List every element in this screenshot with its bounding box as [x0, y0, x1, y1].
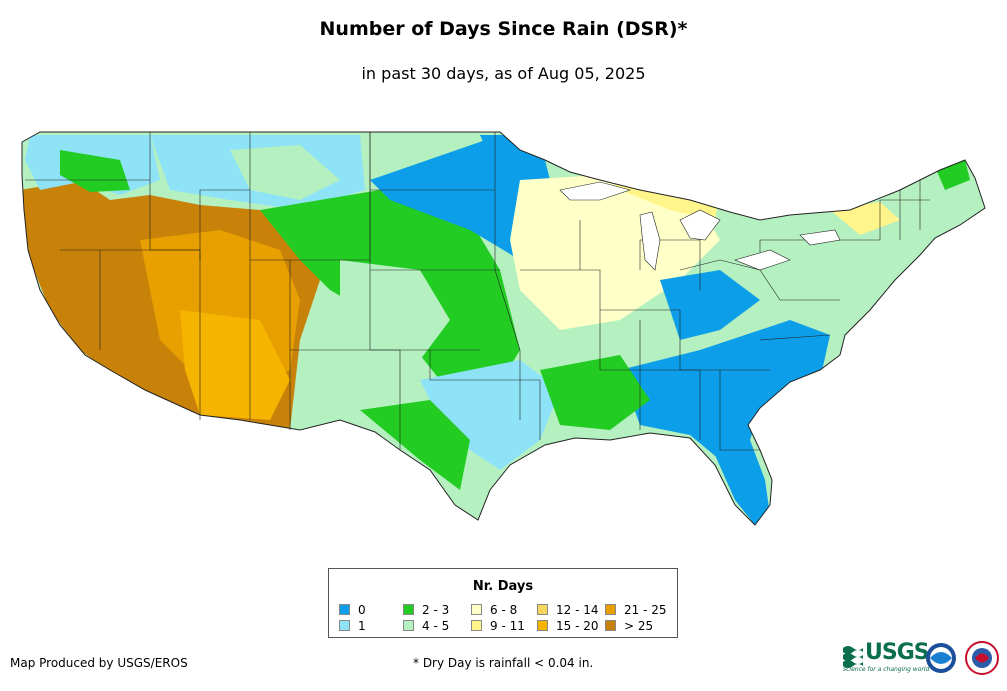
legend-swatch — [471, 620, 482, 631]
legend-label: 6 - 8 — [490, 603, 518, 617]
legend: Nr. Days 0 1 2 - 3 4 - 5 6 - 8 9 - 11 12… — [328, 568, 678, 638]
us-dsr-map — [21, 131, 986, 526]
legend-label: 12 - 14 — [556, 603, 599, 617]
legend-swatch — [605, 604, 616, 615]
nws-logo-icon — [965, 641, 999, 675]
legend-label: 21 - 25 — [624, 603, 667, 617]
legend-label: 4 - 5 — [422, 619, 450, 633]
legend-swatch — [605, 620, 616, 631]
legend-label: 2 - 3 — [422, 603, 450, 617]
legend-swatch — [471, 604, 482, 615]
legend-title: Nr. Days — [472, 579, 534, 594]
legend-swatch — [403, 604, 414, 615]
legend-swatch — [537, 604, 548, 615]
legend-label: 1 — [358, 619, 366, 633]
map-credit: Map Produced by USGS/EROS — [10, 656, 188, 670]
legend-label: 9 - 11 — [490, 619, 525, 633]
legend-label: 15 - 20 — [556, 619, 599, 633]
usgs-logo-icon — [843, 646, 863, 668]
usgs-logo-text: USGS — [865, 640, 930, 665]
legend-swatch — [537, 620, 548, 631]
legend-label: > 25 — [624, 619, 654, 633]
noaa-logo-icon — [926, 643, 956, 673]
map-title: Number of Days Since Rain (DSR)* — [319, 18, 688, 40]
dry-day-note: * Dry Day is rainfall < 0.04 in. — [413, 656, 594, 670]
usgs-tagline: science for a changing world — [843, 666, 930, 673]
legend-swatch — [339, 604, 350, 615]
agency-logos: USGS science for a changing world — [843, 638, 1003, 682]
legend-swatch — [403, 620, 414, 631]
legend-swatch — [339, 620, 350, 631]
map-subtitle: in past 30 days, as of Aug 05, 2025 — [361, 64, 646, 83]
legend-label: 0 — [358, 603, 366, 617]
